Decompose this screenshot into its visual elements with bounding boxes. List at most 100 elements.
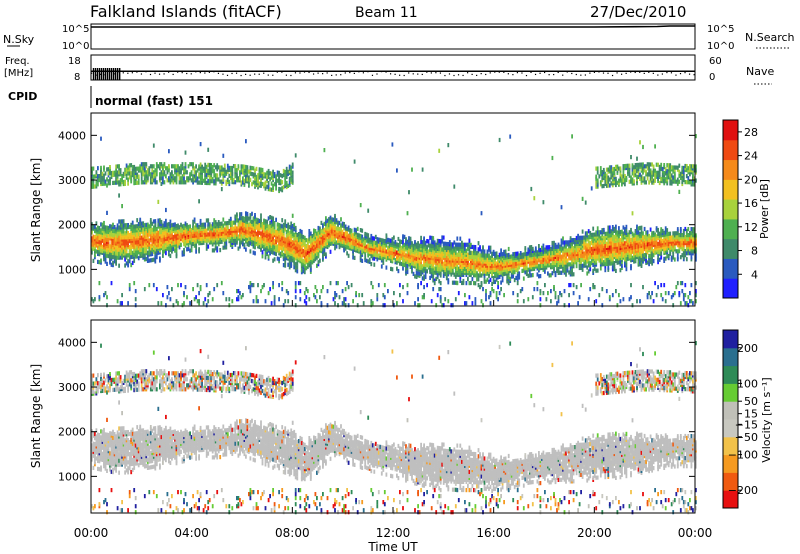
power-cell	[438, 287, 441, 292]
power-cell	[563, 252, 566, 257]
power-cell	[130, 230, 133, 235]
power-cell	[528, 269, 531, 274]
power-cell	[270, 223, 273, 228]
power-cell	[263, 283, 265, 288]
power-cell	[121, 174, 123, 179]
power-cell	[146, 222, 149, 227]
power-cell	[536, 281, 539, 286]
power-cell	[559, 291, 561, 296]
noise-tick-low-left: 10^0	[62, 41, 89, 52]
power-cell	[243, 242, 246, 247]
power-cell	[154, 251, 157, 256]
power-cell	[516, 273, 519, 278]
power-cell	[465, 242, 468, 247]
power-cell	[439, 295, 442, 300]
noise-tick-high-right: 10^5	[707, 24, 734, 35]
power-cell	[171, 223, 173, 228]
power-cell	[131, 224, 134, 229]
power-cell	[172, 240, 175, 246]
power-cell	[382, 252, 385, 257]
power-cell	[559, 270, 561, 275]
power-cell	[429, 267, 431, 272]
power-cell	[199, 142, 202, 147]
power-cell	[557, 248, 560, 253]
power-cell	[454, 280, 457, 285]
power-cell	[539, 289, 542, 294]
power-cell	[420, 257, 422, 263]
power-cell	[334, 295, 336, 300]
nave-dot	[172, 73, 174, 76]
power-cell	[495, 295, 498, 300]
power-cell	[316, 289, 318, 294]
power-cell	[323, 227, 326, 232]
power-cell	[442, 273, 445, 278]
power-cell	[196, 235, 199, 240]
power-cell	[124, 231, 126, 236]
power-cell	[323, 221, 326, 226]
power-cell	[282, 252, 285, 258]
power-cell	[352, 245, 354, 250]
power-cell	[285, 170, 288, 175]
power-cell	[344, 224, 347, 229]
power-cell	[228, 165, 231, 170]
power-cell	[473, 244, 475, 250]
power-cell	[107, 179, 110, 184]
power-cell	[516, 281, 519, 286]
power-cell	[334, 213, 336, 219]
power-cell	[193, 229, 196, 234]
power-cell	[201, 222, 203, 227]
power-cell	[382, 303, 385, 308]
power-cell	[399, 243, 401, 248]
power-cell	[186, 239, 188, 244]
power-cell	[177, 164, 179, 169]
power-cell	[174, 164, 176, 169]
power-cell	[382, 260, 385, 265]
power-cell	[205, 164, 208, 169]
power-cell	[542, 243, 545, 248]
power-cell	[506, 253, 509, 258]
power-cell	[521, 252, 524, 257]
power-cell	[94, 229, 96, 234]
power-cell	[290, 261, 293, 266]
power-cell	[145, 222, 148, 227]
power-cell	[119, 178, 122, 183]
power-cell	[305, 266, 308, 271]
power-cell	[459, 250, 462, 255]
power-cell	[320, 228, 323, 234]
power-cell	[433, 246, 436, 251]
power-cell	[121, 293, 123, 298]
power-cell	[260, 183, 262, 188]
power-cell	[559, 244, 561, 249]
power-cell	[399, 283, 401, 288]
power-cell	[186, 170, 188, 175]
power-cell	[393, 303, 395, 308]
power-cell	[547, 291, 549, 296]
power-cell	[181, 250, 184, 255]
power-cell	[299, 257, 302, 262]
power-cell	[303, 239, 306, 245]
power-cell	[343, 240, 345, 245]
power-cell	[223, 227, 226, 232]
nave-dot	[643, 72, 645, 74]
nave-dot	[312, 73, 315, 75]
power-cell	[308, 239, 311, 244]
power-cell	[258, 167, 261, 172]
power-cell	[538, 244, 540, 249]
power-cell	[288, 259, 291, 264]
power-cell	[273, 229, 276, 234]
power-cell	[229, 165, 232, 171]
power-cell	[306, 289, 309, 294]
power-cell	[149, 172, 152, 177]
power-cell	[198, 199, 200, 204]
power-cell	[152, 241, 155, 246]
power-cell	[285, 250, 288, 255]
power-cell	[492, 257, 495, 262]
power-cell	[417, 251, 419, 256]
power-cell	[252, 250, 255, 255]
power-cell	[358, 233, 361, 238]
power-cell	[441, 239, 444, 244]
power-cell	[107, 236, 110, 241]
power-cell	[288, 180, 291, 185]
power-cell	[222, 245, 225, 250]
power-cell	[314, 285, 317, 290]
